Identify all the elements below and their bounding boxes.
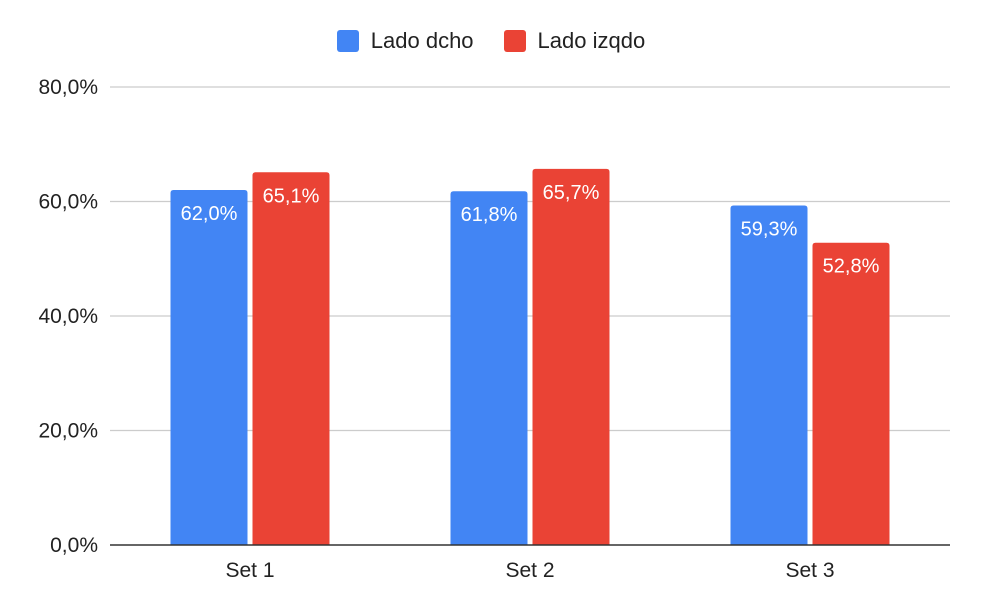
y-tick-label: 0,0% (50, 534, 98, 557)
y-tick-label: 80,0% (38, 76, 98, 99)
axis-layer: 0,0% 20,0% 40,0% 60,0% 80,0% Set 1 Set 2 Set 3 (38, 76, 950, 582)
data-label: 59,3% (741, 219, 798, 241)
legend-item-lado-izqdo[interactable]: Lado izqdo (503, 28, 646, 54)
data-label: 65,7% (543, 182, 600, 204)
bars-layer: 62,0% 65,1% 61,8% 65,7% 59,3% 52,8% (170, 168, 890, 546)
legend-label-lado-izqdo: Lado izqdo (537, 28, 646, 53)
y-tick-label: 40,0% (38, 305, 98, 328)
x-tick-label: Set 1 (225, 559, 274, 582)
y-tick-label: 60,0% (38, 191, 98, 214)
legend-label-lado-dcho: Lado dcho (370, 28, 474, 53)
legend-item-lado-dcho[interactable]: Lado dcho (336, 28, 474, 54)
bar-lado-dcho-1[interactable] (170, 190, 248, 546)
x-tick-label: Set 3 (785, 559, 834, 582)
legend-swatch-lado-izqdo (503, 30, 526, 52)
bar-lado-izqdo-2[interactable] (532, 168, 610, 545)
bar-lado-dcho-3[interactable] (730, 205, 808, 545)
bar-lado-izqdo-3[interactable] (812, 242, 890, 545)
bar-lado-izqdo-1[interactable] (252, 172, 330, 546)
grid-layer (110, 86, 950, 432)
data-label: 61,8% (461, 204, 518, 226)
data-label: 62,0% (181, 203, 238, 225)
legend-swatch-lado-dcho (336, 30, 359, 52)
y-tick-label: 20,0% (38, 420, 98, 443)
data-label: 52,8% (823, 256, 880, 278)
x-tick-label: Set 2 (505, 559, 554, 582)
legend: Lado dcho Lado izqdo (0, 28, 982, 54)
data-label: 65,1% (263, 185, 320, 207)
bar-lado-dcho-2[interactable] (450, 191, 528, 545)
